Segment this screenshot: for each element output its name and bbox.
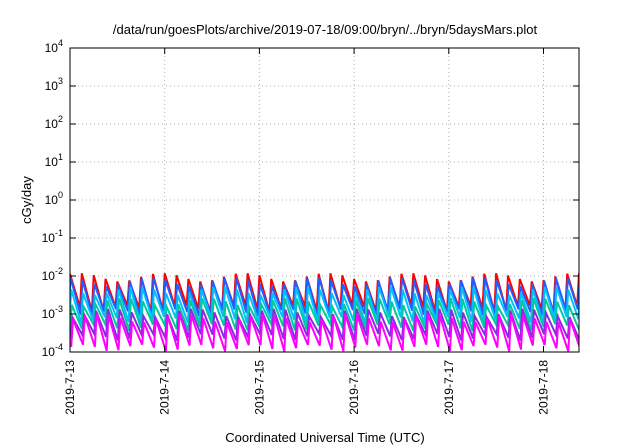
y-tick-exponent: -4 bbox=[55, 342, 63, 352]
y-tick-exponent: -1 bbox=[55, 228, 63, 238]
y-tick-label: 10-2 bbox=[42, 266, 63, 283]
series-line bbox=[70, 297, 579, 332]
y-tick-label: 102 bbox=[45, 114, 63, 131]
y-tick-exponent: -2 bbox=[55, 266, 63, 276]
x-tick-label: 2019-7-13 bbox=[63, 360, 77, 415]
x-tick-label: 2019-7-14 bbox=[158, 360, 172, 415]
series-group bbox=[70, 273, 579, 352]
y-tick-base: 10 bbox=[45, 193, 59, 207]
grid bbox=[70, 48, 579, 352]
y-tick-exponent: -3 bbox=[55, 304, 63, 314]
x-axis-ticks: 2019-7-13 2019-7-14 2019-7-15 2019-7-16 2019… bbox=[63, 48, 550, 415]
y-tick-label: 104 bbox=[45, 38, 63, 55]
y-axis-label: cGy/day bbox=[19, 176, 34, 224]
y-tick-base: 10 bbox=[45, 155, 59, 169]
y-tick-base: 10 bbox=[45, 79, 59, 93]
y-tick-label: 10-4 bbox=[42, 342, 63, 359]
chart-title: /data/run/goesPlots/archive/2019-07-18/0… bbox=[113, 22, 538, 37]
y-tick-base: 10 bbox=[45, 41, 59, 55]
x-tick-label: 2019-7-17 bbox=[442, 360, 456, 415]
y-tick-label: 10-1 bbox=[42, 228, 63, 245]
y-tick-base: 10 bbox=[45, 117, 59, 131]
y-tick-label: 101 bbox=[45, 152, 63, 169]
y-tick-exponent: 4 bbox=[58, 38, 63, 48]
y-tick-label: 103 bbox=[45, 76, 63, 93]
y-tick-label: 10-3 bbox=[42, 304, 63, 321]
x-tick-label: 2019-7-15 bbox=[252, 360, 266, 415]
series-line bbox=[70, 313, 579, 352]
y-tick-base: 10 bbox=[42, 231, 56, 245]
y-tick-base: 10 bbox=[42, 345, 56, 359]
y-tick-base: 10 bbox=[42, 269, 56, 283]
x-tick-label: 2019-7-16 bbox=[347, 360, 361, 415]
y-tick-exponent: 1 bbox=[58, 152, 63, 162]
y-tick-base: 10 bbox=[42, 307, 56, 321]
x-axis-label: Coordinated Universal Time (UTC) bbox=[225, 430, 424, 445]
y-tick-exponent: 3 bbox=[58, 76, 63, 86]
y-tick-label: 100 bbox=[45, 190, 63, 207]
x-tick-label: 2019-7-18 bbox=[536, 360, 550, 415]
y-tick-exponent: 2 bbox=[58, 114, 63, 124]
series-line bbox=[70, 286, 579, 324]
y-tick-exponent: 0 bbox=[58, 190, 63, 200]
